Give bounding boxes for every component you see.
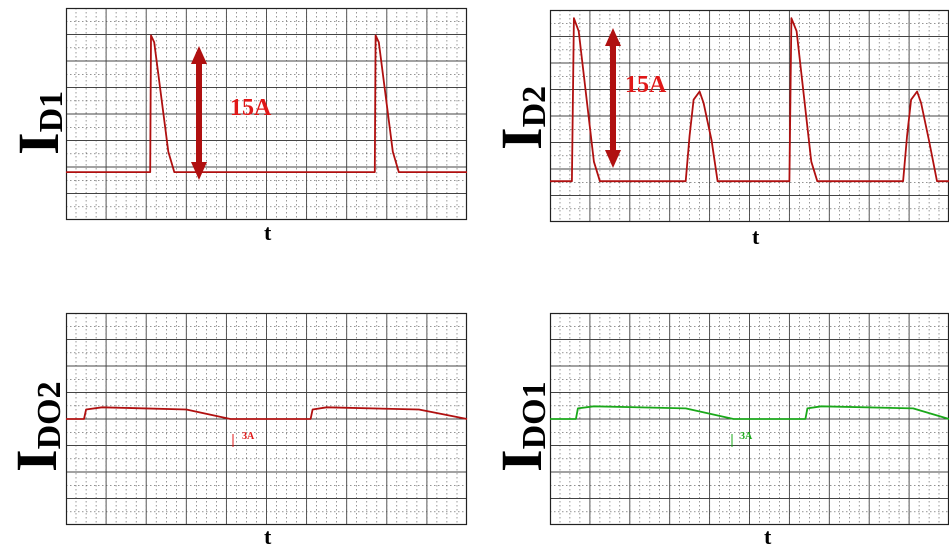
plot-svg-ido1	[549, 312, 949, 526]
xlabel-ido2: t	[264, 524, 272, 549]
plot-svg-id2	[549, 9, 949, 223]
double-arrow	[605, 28, 621, 168]
grid	[550, 313, 949, 525]
grid	[550, 10, 949, 222]
annotation-id2: 15A	[625, 72, 667, 98]
arrow-head-up	[191, 46, 207, 64]
xlabel-id2: t	[752, 224, 760, 249]
series-line-id2	[550, 17, 949, 183]
annotation-id1: 15A	[230, 95, 272, 121]
plot-area-id2	[549, 9, 949, 223]
series-line-id1	[66, 34, 467, 174]
series-line-ido1	[550, 405, 949, 420]
grid	[66, 8, 467, 220]
plot-area-ido1	[549, 312, 949, 526]
xlabel-ido1: t	[764, 524, 772, 549]
plot-frame	[65, 7, 468, 221]
annotation-ido1: 3A	[740, 431, 753, 442]
arrow-head-up	[605, 28, 621, 46]
annotation-ido2: 3A	[242, 431, 255, 442]
xlabel-id1: t	[264, 220, 272, 245]
ylabel-ido2: IDO2	[4, 381, 69, 472]
arrow-head-down	[605, 150, 621, 168]
series-line-ido2	[66, 406, 468, 420]
ylabel-id2: ID2	[489, 85, 554, 150]
ylabel-ido1: IDO1	[489, 381, 554, 472]
plot-area-id1	[65, 7, 468, 221]
ylabel-id1: ID1	[6, 90, 71, 155]
plot-svg-ido2	[65, 312, 468, 526]
plot-area-ido2	[65, 312, 468, 526]
double-arrow	[191, 46, 207, 180]
plot-svg-id1	[65, 7, 468, 221]
arrow-head-down	[191, 162, 207, 180]
grid	[66, 313, 467, 525]
